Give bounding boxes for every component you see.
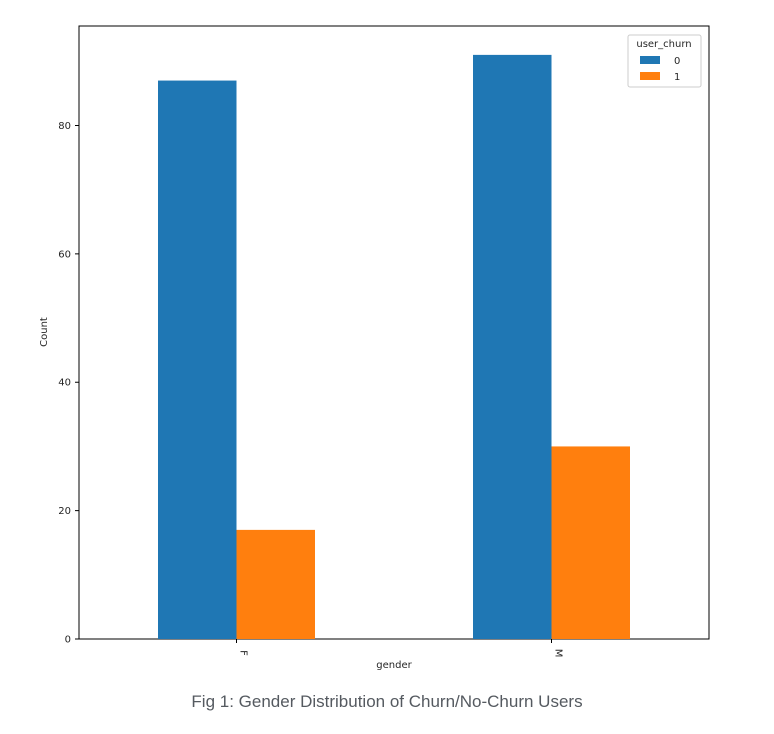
bar-m-series-0 [473,54,552,639]
y-tick-label-80: 80 [58,121,71,132]
legend-label-0: 0 [674,56,680,67]
legend-swatch-1 [640,72,660,80]
x-tick-label-f: F [238,650,249,656]
legend: user_churn 0 1 [627,34,702,88]
y-tick-label-20: 20 [58,506,71,517]
y-tick-label-60: 60 [58,249,71,260]
figure-caption: Fig 1: Gender Distribution of Churn/No-C… [191,692,583,711]
y-tick-label-40: 40 [58,378,71,389]
bar-f-series-0 [158,80,237,640]
x-tick-label-m: M [553,649,564,658]
y-axis: 0 20 40 60 80 [58,121,79,646]
legend-title: user_churn [636,39,691,50]
y-tick-label-0: 0 [65,635,71,646]
bars-group [158,54,630,640]
bar-f-series-1 [236,529,315,639]
x-axis-label: gender [376,660,412,671]
y-axis-label: Count [39,317,50,347]
legend-label-1: 1 [674,72,680,83]
legend-swatch-0 [640,56,660,64]
bar-m-series-1 [551,446,630,639]
